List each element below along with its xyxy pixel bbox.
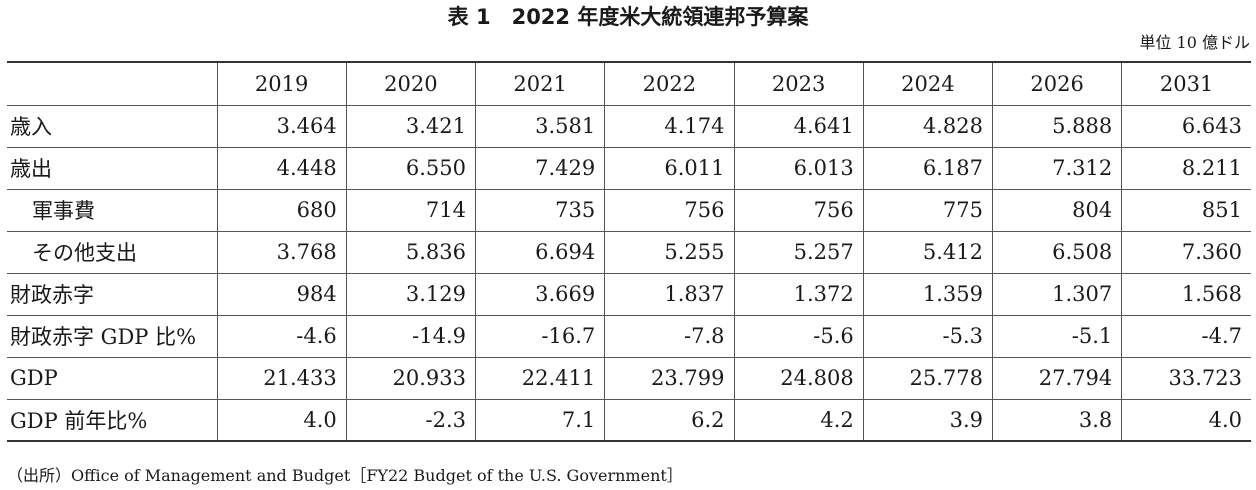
value-cell: 4.0 — [216, 398, 347, 442]
value-cell: 7.360 — [1121, 230, 1251, 274]
header-row: 2019 2020 2021 2022 2023 2024 2026 2031 — [7, 61, 1251, 106]
value-cell: 3.768 — [216, 230, 347, 274]
value-cell: 23.799 — [604, 356, 734, 400]
value-cell: 6.508 — [991, 230, 1122, 274]
value-cell: 33.723 — [1121, 356, 1251, 400]
table-row: その他支出 3.768 5.836 6.694 5.255 5.257 5.412 6.508… — [7, 230, 1251, 274]
value-cell: 25.778 — [862, 356, 993, 400]
value-cell: -4.6 — [216, 314, 347, 358]
value-cell: 4.174 — [604, 104, 734, 148]
row-label: 軍事費 — [7, 188, 217, 232]
value-cell: 714 — [345, 188, 476, 232]
source-note: （出所）Office of Management and Budget［FY22… — [7, 466, 683, 485]
value-cell: 3.9 — [862, 398, 993, 442]
value-cell: -14.9 — [345, 314, 476, 358]
value-cell: 3.421 — [345, 104, 476, 148]
value-cell: 3.129 — [345, 272, 476, 316]
value-cell: 851 — [1121, 188, 1251, 232]
value-cell: 680 — [216, 188, 347, 232]
value-cell: 6.187 — [862, 146, 993, 190]
value-cell: 6.550 — [345, 146, 476, 190]
value-cell: 5.255 — [604, 230, 734, 274]
value-cell: 4.2 — [733, 398, 864, 442]
value-cell: 804 — [991, 188, 1122, 232]
value-cell: 6.643 — [1121, 104, 1251, 148]
value-cell: 5.836 — [345, 230, 476, 274]
value-cell: 22.411 — [474, 356, 605, 400]
value-cell: 4.448 — [216, 146, 347, 190]
row-label: GDP — [7, 356, 217, 400]
value-cell: 1.837 — [604, 272, 734, 316]
value-cell: 4.0 — [1121, 398, 1251, 442]
value-cell: 24.808 — [733, 356, 864, 400]
value-cell: 3.581 — [474, 104, 605, 148]
year-header: 2031 — [1121, 61, 1251, 106]
value-cell: 984 — [216, 272, 347, 316]
value-cell: 4.828 — [862, 104, 993, 148]
year-header: 2020 — [345, 61, 476, 106]
year-header: 2021 — [474, 61, 605, 106]
row-label: その他支出 — [7, 230, 217, 274]
row-label: GDP 前年比% — [7, 398, 217, 442]
value-cell: 756 — [604, 188, 734, 232]
row-label: 財政赤字 GDP 比% — [7, 314, 217, 358]
value-cell: 7.1 — [474, 398, 605, 442]
table-row: 歳入 3.464 3.421 3.581 4.174 4.641 4.828 5.888 6.6… — [7, 104, 1251, 148]
value-cell: 756 — [733, 188, 864, 232]
value-cell: -2.3 — [345, 398, 476, 442]
value-cell: 7.429 — [474, 146, 605, 190]
row-label: 財政赤字 — [7, 272, 217, 316]
value-cell: 735 — [474, 188, 605, 232]
table-row: GDP 前年比% 4.0 -2.3 7.1 6.2 4.2 3.9 3.8 4.0 — [7, 398, 1251, 442]
value-cell: -5.3 — [862, 314, 993, 358]
value-cell: -5.1 — [991, 314, 1122, 358]
value-cell: 1.307 — [991, 272, 1122, 316]
value-cell: 1.359 — [862, 272, 993, 316]
value-cell: 1.372 — [733, 272, 864, 316]
value-cell: 1.568 — [1121, 272, 1251, 316]
value-cell: 3.464 — [216, 104, 347, 148]
value-cell: 3.8 — [991, 398, 1122, 442]
value-cell: 20.933 — [345, 356, 476, 400]
header-corner-cell — [7, 61, 217, 106]
value-cell: 775 — [862, 188, 993, 232]
table-row: 歳出 4.448 6.550 7.429 6.011 6.013 6.187 7.312 8.2… — [7, 146, 1251, 190]
value-cell: 27.794 — [991, 356, 1122, 400]
value-cell: -7.8 — [604, 314, 734, 358]
value-cell: 5.412 — [862, 230, 993, 274]
year-header: 2019 — [216, 61, 347, 106]
row-label: 歳出 — [7, 146, 217, 190]
value-cell: -4.7 — [1121, 314, 1251, 358]
year-header: 2022 — [604, 61, 734, 106]
table-title: 表 1 2022 年度米大統領連邦予算案 — [447, 5, 809, 29]
table-row: 財政赤字 GDP 比% -4.6 -14.9 -16.7 -7.8 -5.6 -5.3 -5.… — [7, 314, 1251, 358]
value-cell: 5.257 — [733, 230, 864, 274]
value-cell: 6.011 — [604, 146, 734, 190]
unit-note: 単位 10 億ドル — [1139, 33, 1250, 52]
value-cell: 6.2 — [604, 398, 734, 442]
value-cell: -5.6 — [733, 314, 864, 358]
value-cell: 21.433 — [216, 356, 347, 400]
value-cell: 4.641 — [733, 104, 864, 148]
table-row: GDP 21.433 20.933 22.411 23.799 24.808 25.778 2… — [7, 356, 1251, 400]
value-cell: 6.694 — [474, 230, 605, 274]
table-row: 軍事費 680 714 735 756 756 775 804 851 — [7, 188, 1251, 232]
row-label: 歳入 — [7, 104, 217, 148]
value-cell: 3.669 — [474, 272, 605, 316]
budget-table: 2019 2020 2021 2022 2023 2024 2026 2031 … — [7, 61, 1251, 442]
table-row: 財政赤字 984 3.129 3.669 1.837 1.372 1.359 1.307 1.5… — [7, 272, 1251, 316]
year-header: 2024 — [862, 61, 993, 106]
year-header: 2026 — [991, 61, 1122, 106]
value-cell: 6.013 — [733, 146, 864, 190]
value-cell: -16.7 — [474, 314, 605, 358]
value-cell: 5.888 — [991, 104, 1122, 148]
year-header: 2023 — [733, 61, 864, 106]
value-cell: 7.312 — [991, 146, 1122, 190]
value-cell: 8.211 — [1121, 146, 1251, 190]
